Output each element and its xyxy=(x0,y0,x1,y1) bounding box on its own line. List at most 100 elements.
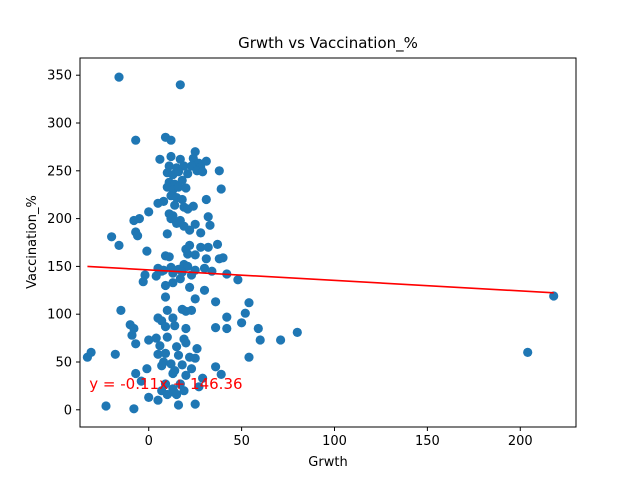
data-point-100 xyxy=(244,298,254,308)
data-point-23 xyxy=(214,166,224,176)
data-point-50 xyxy=(172,218,182,228)
data-point-117 xyxy=(211,323,221,333)
data-point-101 xyxy=(116,305,126,315)
plot-area xyxy=(82,72,559,414)
data-point-135 xyxy=(110,349,120,359)
data-point-149 xyxy=(186,364,197,374)
data-point-49 xyxy=(203,212,213,222)
data-point-93 xyxy=(175,274,185,284)
data-point-131 xyxy=(172,342,182,352)
data-point-170 xyxy=(173,400,184,410)
data-point-42 xyxy=(144,207,154,217)
data-point-137 xyxy=(160,348,171,358)
data-point-156 xyxy=(136,376,146,386)
data-point-151 xyxy=(131,368,141,379)
data-point-123 xyxy=(162,332,172,342)
data-point-168 xyxy=(101,401,111,411)
data-point-144 xyxy=(166,359,176,369)
data-point-150 xyxy=(211,362,221,372)
data-point-19 xyxy=(173,167,184,177)
data-point-99 xyxy=(211,297,221,307)
data-point-96 xyxy=(233,275,243,285)
data-point-164 xyxy=(144,392,154,402)
data-point-114 xyxy=(160,322,171,332)
data-point-38 xyxy=(170,200,180,210)
y-tick-label-1: 50 xyxy=(55,355,72,370)
data-point-111 xyxy=(237,318,247,328)
data-point-98 xyxy=(190,294,200,304)
data-point-58 xyxy=(196,228,206,238)
regression-line xyxy=(87,265,554,294)
data-point-20 xyxy=(183,169,193,179)
data-point-136 xyxy=(153,349,163,359)
regression-equation-label: y = -0.11x + 146.36 xyxy=(89,375,242,393)
data-point-118 xyxy=(222,323,232,334)
plot-frame xyxy=(79,57,577,428)
data-point-46 xyxy=(134,214,144,224)
y-tick-label-0: 0 xyxy=(64,403,72,418)
data-point-0 xyxy=(114,72,124,82)
data-point-90 xyxy=(138,277,148,287)
x-tick-label-4: 200 xyxy=(508,434,533,449)
data-point-63 xyxy=(185,240,195,250)
data-point-160 xyxy=(194,382,204,392)
data-point-30 xyxy=(181,183,191,193)
data-point-147 xyxy=(157,361,167,371)
data-point-95 xyxy=(199,285,210,295)
data-point-163 xyxy=(179,386,189,396)
data-point-132 xyxy=(192,344,202,354)
data-point-105 xyxy=(186,305,197,315)
data-point-4 xyxy=(166,135,176,145)
data-point-94 xyxy=(185,282,195,292)
x-tick-label-1: 50 xyxy=(233,434,250,449)
data-point-57 xyxy=(185,225,195,235)
data-point-115 xyxy=(170,321,180,331)
data-point-68 xyxy=(164,252,174,262)
data-point-122 xyxy=(151,333,161,343)
data-point-79 xyxy=(183,261,193,271)
data-point-73 xyxy=(218,253,228,263)
data-point-7 xyxy=(155,154,165,164)
data-point-146 xyxy=(142,364,152,374)
data-point-167 xyxy=(172,389,182,400)
data-point-60 xyxy=(114,240,124,250)
data-point-91 xyxy=(160,280,171,291)
data-point-11 xyxy=(201,156,211,166)
data-point-109 xyxy=(168,313,178,323)
data-point-61 xyxy=(142,246,152,256)
data-point-141 xyxy=(244,352,254,362)
axes: 0 50 100 150 200 0 50 100 150 200 250 300 350 xyxy=(47,57,577,449)
data-point-121 xyxy=(127,330,137,340)
data-point-22 xyxy=(198,167,208,177)
data-point-1 xyxy=(175,80,185,90)
data-point-172 xyxy=(549,291,559,301)
data-point-169 xyxy=(129,404,139,414)
data-point-134 xyxy=(86,347,96,357)
data-point-157 xyxy=(160,379,171,389)
data-point-6 xyxy=(166,151,176,162)
y-tick-label-7: 350 xyxy=(47,69,72,84)
data-point-8 xyxy=(175,154,185,164)
data-point-159 xyxy=(175,379,185,389)
data-point-138 xyxy=(173,350,184,360)
data-point-70 xyxy=(190,250,200,260)
data-point-127 xyxy=(276,335,286,345)
y-tick-label-5: 250 xyxy=(47,164,72,179)
data-point-92 xyxy=(168,278,178,288)
x-tick-label-2: 100 xyxy=(322,434,347,449)
data-point-31 xyxy=(216,184,226,194)
data-point-71 xyxy=(201,254,211,264)
data-point-110 xyxy=(222,312,232,322)
data-point-155 xyxy=(216,369,226,379)
y-tick-label-3: 150 xyxy=(47,260,72,275)
data-point-86 xyxy=(168,268,178,278)
y-tick-label-4: 200 xyxy=(47,212,72,227)
data-point-165 xyxy=(153,395,163,405)
chart-title: Grwth vs Vaccination_% xyxy=(238,34,418,53)
data-point-34 xyxy=(177,194,187,205)
data-point-53 xyxy=(205,220,215,230)
data-point-126 xyxy=(255,335,265,345)
data-point-125 xyxy=(181,338,191,348)
data-point-130 xyxy=(155,341,165,351)
data-point-66 xyxy=(212,239,223,249)
